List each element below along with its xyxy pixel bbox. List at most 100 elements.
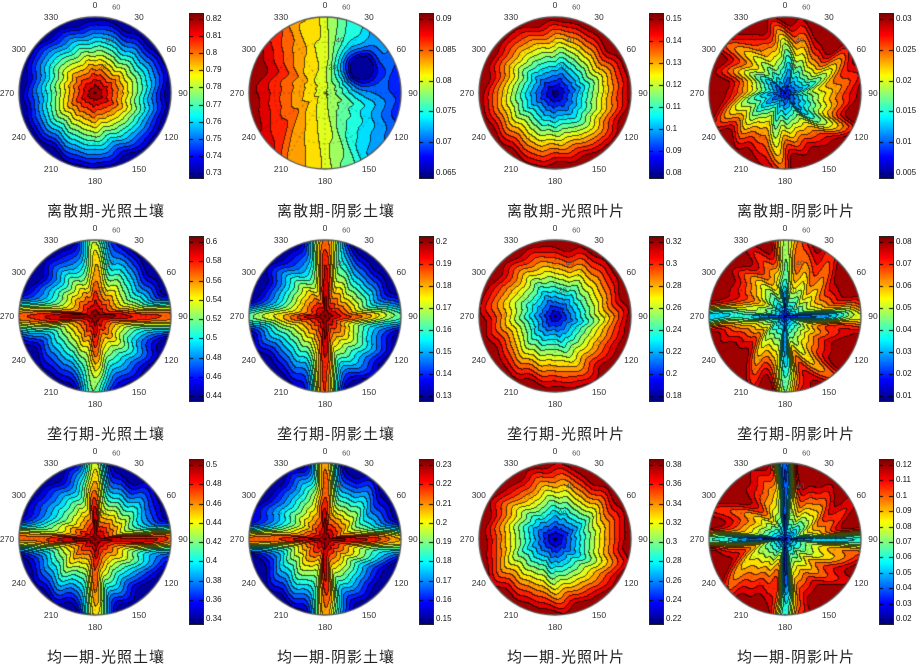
radial-tick-label: 60 [112,2,121,12]
plot-title: 离散期-阴影叶片 [737,204,855,220]
angle-label: 300 [701,490,716,500]
colorbar-ticks: 0.03 0.025 0.02 0.015 0.01 0.005 [896,14,921,178]
angle-label: 30 [134,457,144,468]
colorbar-tick-label: 0.01 [896,137,912,147]
colorbar-tick-label: 0.44 [206,517,222,527]
colorbar-tick-label: 0.26 [666,303,682,312]
colorbar-tick-label: 0.73 [206,168,222,177]
colorbar-tick-label: 0.13 [666,58,682,67]
angle-label: 210 [503,164,519,175]
radial-tick-label: 40 [795,35,805,45]
radial-tick-label: 40 [105,35,115,45]
colorbar-ticks: 0.32 0.3 0.28 0.26 0.24 0.22 0.2 0.18 [666,237,700,401]
colorbar-tick-label: 0.09 [666,146,682,155]
colorbar-tick-label: 0.085 [436,44,457,54]
subplot-r3c1: 0 30 60 90 120 150 180 210 240 270 300 330 20 40 60 0.… [0,446,230,669]
colorbar [189,459,204,625]
angle-label: 30 [364,11,374,22]
angle-label: 30 [824,234,834,245]
radial-tick-label: 20 [328,508,337,518]
polar-contour-canvas [240,454,410,624]
colorbar-tick-label: 0.54 [206,294,222,304]
angle-label: 150 [821,387,837,398]
angle-label: 150 [361,387,377,398]
radial-tick-label: 20 [558,285,567,295]
angle-label: 120 [394,578,409,588]
angle-label: 90 [408,534,418,544]
angle-label: 240 [241,355,256,365]
angle-label: 150 [131,610,147,621]
colorbar-tick-label: 0.2 [436,517,448,527]
angle-label: 210 [273,610,289,621]
colorbar-tick-label: 0.15 [436,614,452,623]
angle-label: 60 [396,267,406,277]
colorbar-tick-label: 0.23 [436,460,452,469]
colorbar-tick-label: 0.03 [896,14,912,23]
subplot-r1c4: 0 30 60 90 120 150 180 210 240 270 300 330 20 40 60 0.… [690,0,920,223]
colorbar-tick-label: 0.6 [206,237,218,246]
radial-tick-label: 40 [105,481,115,491]
angle-label: 60 [626,490,636,500]
colorbar-ticks: 0.38 0.36 0.34 0.32 0.3 0.28 0.26 0.24 0.22 [666,460,700,624]
colorbar-tick-label: 0.07 [436,137,452,147]
angle-label: 330 [43,234,59,245]
angle-label: 90 [178,534,188,544]
colorbar-tick-label: 0.44 [206,391,222,400]
angle-label: 120 [394,132,409,142]
colorbar-tick-label: 0.15 [666,14,682,23]
colorbar-tick-label: 0.4 [206,556,218,566]
colorbar-ticks: 0.09 0.085 0.08 0.075 0.07 0.065 [436,14,470,178]
angle-label: 240 [241,578,256,588]
colorbar-tick-label: 0.15 [436,347,452,356]
radial-tick-label: 40 [565,35,575,45]
angle-label: 0 [782,223,788,233]
angle-label: 330 [503,11,519,22]
radial-tick-label: 20 [788,285,797,295]
angle-label: 240 [11,578,26,588]
angle-label: 60 [626,267,636,277]
angle-label: 90 [178,311,188,321]
angle-label: 30 [594,234,604,245]
colorbar-tick-label: 0.08 [436,75,452,85]
angle-label: 300 [11,490,26,500]
polar-plot: 0 30 60 90 120 150 180 210 240 270 300 330 20 40 60 [690,446,878,632]
polar-plot: 0 30 60 90 120 150 180 210 240 270 300 330 20 40 60 [230,446,418,632]
angle-label: 0 [782,0,788,10]
colorbar-tick-label: 0.17 [436,303,452,312]
angle-label: 300 [241,44,256,54]
colorbar-tick-label: 0.18 [666,391,682,400]
polar-plot: 0 30 60 90 120 150 180 210 240 270 300 330 20 40 60 [460,223,648,409]
polar-contour-canvas [240,231,410,401]
angle-label: 300 [11,44,26,54]
angle-label: 270 [689,311,705,321]
polar-contour-canvas [700,231,870,401]
plot-title: 垄行期-阴影土壤 [277,427,395,443]
angle-label: 60 [396,490,406,500]
subplot-r3c3: 0 30 60 90 120 150 180 210 240 270 300 330 20 40 60 0.… [460,446,690,669]
radial-tick-label: 40 [565,481,575,491]
radial-tick-label: 20 [788,508,797,518]
angle-label: 300 [471,44,486,54]
angle-label: 0 [552,0,558,10]
angle-label: 180 [87,622,103,632]
colorbar-tick-label: 0.2 [436,237,448,246]
angle-label: 0 [322,223,328,233]
angle-label: 90 [868,534,878,544]
polar-contour-canvas [10,231,180,401]
colorbar-tick-label: 0.08 [896,237,912,246]
colorbar-tick-label: 0.05 [896,303,912,312]
colorbar [879,459,894,625]
colorbar-tick-label: 0.5 [206,333,218,343]
polar-plot: 0 30 60 90 120 150 180 210 240 270 300 330 20 40 60 [690,0,878,186]
polar-contour-canvas [700,8,870,178]
colorbar-tick-label: 0.48 [206,352,222,362]
angle-label: 150 [361,164,377,175]
colorbar-ticks: 0.82 0.81 0.8 0.79 0.78 0.77 0.76 0.75 0.74 0.73 [206,14,240,178]
angle-label: 150 [131,387,147,398]
colorbar-tick-label: 0.1 [896,490,908,500]
angle-label: 330 [733,11,749,22]
angle-label: 150 [821,610,837,621]
colorbar-tick-label: 0.19 [436,537,452,546]
colorbar [649,236,664,402]
angle-label: 30 [134,234,144,245]
